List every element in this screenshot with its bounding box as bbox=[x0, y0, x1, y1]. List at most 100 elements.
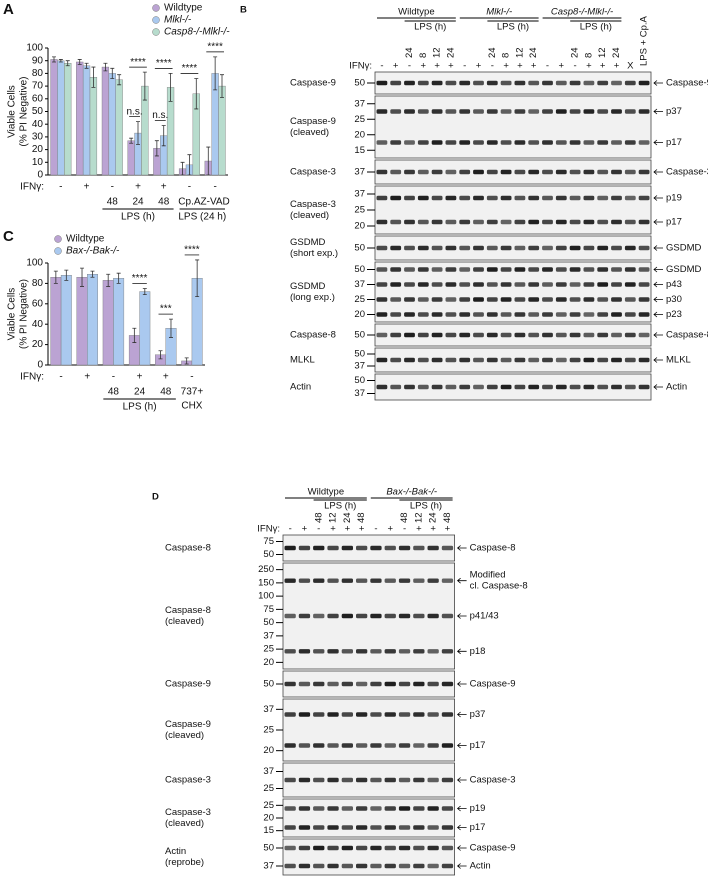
band bbox=[327, 712, 339, 717]
band bbox=[390, 384, 402, 390]
blot-membrane bbox=[374, 261, 652, 323]
band-label: p37 bbox=[470, 709, 486, 720]
band bbox=[583, 282, 595, 287]
mw-marker: 37 bbox=[263, 766, 274, 777]
ifn-sign: + bbox=[421, 61, 427, 72]
band bbox=[313, 806, 325, 811]
panel-label: A bbox=[3, 1, 14, 18]
band bbox=[327, 845, 339, 851]
error-bar bbox=[132, 327, 137, 343]
row-label: (cleaved) bbox=[165, 616, 204, 627]
band bbox=[284, 578, 296, 583]
lane-time: 48 bbox=[442, 512, 453, 523]
mw-marker: 50 bbox=[263, 617, 274, 628]
band bbox=[327, 825, 339, 830]
blot-membrane bbox=[374, 159, 652, 185]
band bbox=[611, 109, 622, 114]
ifn-sign: - bbox=[491, 61, 494, 72]
y-tick-label: 10 bbox=[32, 157, 44, 168]
band bbox=[569, 332, 581, 338]
band bbox=[500, 169, 512, 175]
band bbox=[459, 140, 471, 145]
y-tick-label: 30 bbox=[32, 132, 44, 143]
band bbox=[356, 545, 368, 551]
band bbox=[398, 712, 411, 717]
significance-label: *** bbox=[160, 304, 172, 315]
band bbox=[284, 545, 296, 551]
band bbox=[284, 863, 296, 869]
legend-marker bbox=[54, 247, 62, 255]
band bbox=[417, 297, 429, 302]
band-arrow bbox=[456, 681, 467, 687]
band bbox=[376, 195, 388, 201]
blot-membrane bbox=[374, 373, 652, 401]
band bbox=[500, 195, 512, 201]
band bbox=[624, 332, 636, 338]
band bbox=[624, 195, 636, 201]
band bbox=[542, 140, 553, 145]
band bbox=[486, 384, 498, 390]
lane-time: 8 bbox=[501, 53, 512, 58]
ifn-sign: + bbox=[448, 61, 454, 72]
band bbox=[341, 845, 353, 851]
band bbox=[597, 267, 609, 272]
band-label: p30 bbox=[666, 294, 682, 305]
band bbox=[413, 545, 425, 551]
band bbox=[500, 312, 512, 317]
band bbox=[404, 384, 415, 390]
band bbox=[569, 219, 581, 225]
mw-marker: 50 bbox=[354, 349, 365, 360]
band bbox=[441, 743, 454, 748]
band-label: Caspase-3 bbox=[666, 167, 708, 178]
band bbox=[284, 743, 296, 748]
band bbox=[638, 267, 650, 272]
band bbox=[298, 649, 311, 654]
legend-label: Casp8-/-Mlkl-/- bbox=[164, 27, 230, 38]
mw-marker: 37 bbox=[263, 630, 274, 641]
ifn-label: IFNγ: bbox=[257, 524, 280, 535]
y-tick-label: 60 bbox=[32, 298, 44, 309]
band bbox=[341, 777, 353, 783]
blot-membrane bbox=[374, 347, 652, 373]
error-bar bbox=[184, 357, 189, 365]
row-label: (cleaved) bbox=[165, 730, 204, 741]
row-label: IFNγ: bbox=[20, 372, 44, 383]
band bbox=[404, 267, 415, 272]
band bbox=[459, 80, 471, 86]
band bbox=[555, 282, 567, 287]
band bbox=[542, 245, 553, 251]
band bbox=[298, 681, 311, 687]
x-tick-label: 48 bbox=[160, 387, 172, 398]
panel-label: D bbox=[152, 492, 159, 503]
band bbox=[528, 267, 540, 272]
band bbox=[514, 282, 526, 287]
band-label: MLKL bbox=[666, 355, 691, 366]
band bbox=[404, 219, 415, 225]
band bbox=[473, 282, 484, 287]
error-bar bbox=[80, 267, 85, 287]
band bbox=[417, 245, 429, 251]
x-tick-label: + bbox=[84, 372, 90, 383]
band bbox=[542, 282, 553, 287]
band bbox=[555, 332, 567, 338]
error-bar bbox=[158, 350, 163, 360]
band bbox=[555, 195, 567, 201]
band bbox=[313, 681, 325, 687]
band bbox=[583, 297, 595, 302]
significance-label: **** bbox=[156, 58, 172, 69]
error-bar bbox=[220, 74, 224, 98]
error-bar bbox=[65, 60, 70, 67]
band bbox=[298, 613, 311, 619]
band bbox=[356, 777, 368, 783]
band bbox=[284, 681, 296, 687]
lane-label: X bbox=[627, 61, 634, 72]
band bbox=[473, 357, 484, 363]
legend-marker bbox=[54, 235, 62, 243]
error-bar bbox=[161, 125, 166, 147]
bar bbox=[76, 61, 84, 176]
band bbox=[528, 109, 540, 114]
band bbox=[514, 384, 526, 390]
band bbox=[638, 297, 650, 302]
band-arrow bbox=[456, 613, 467, 619]
mw-marker: 50 bbox=[354, 330, 365, 341]
